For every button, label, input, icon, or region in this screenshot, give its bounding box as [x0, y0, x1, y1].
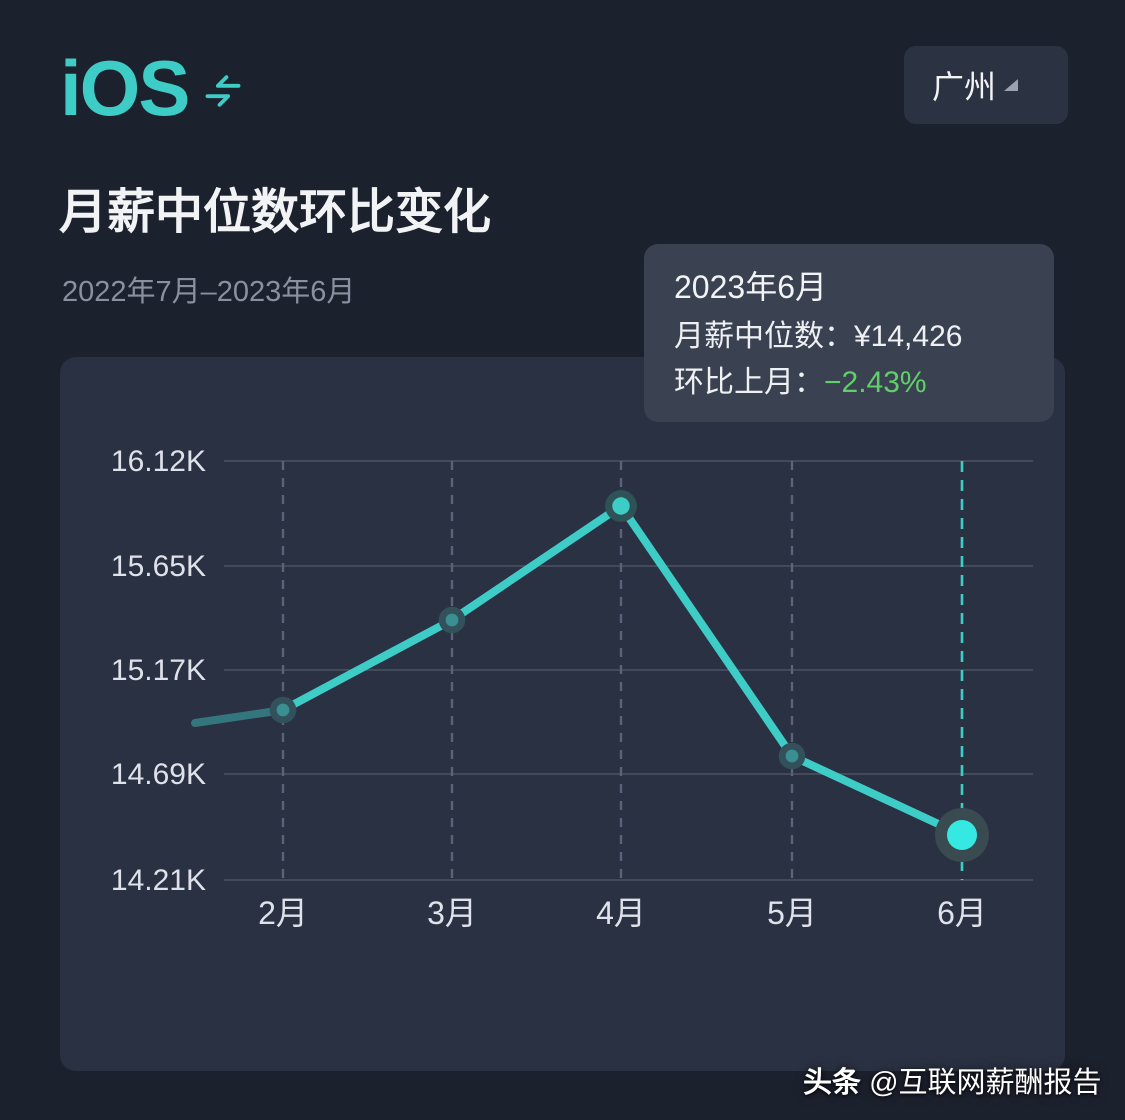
- svg-text:16.12K: 16.12K: [111, 445, 206, 478]
- svg-text:5月: 5月: [767, 895, 817, 931]
- svg-text:15.65K: 15.65K: [111, 550, 206, 583]
- svg-text:14.69K: 14.69K: [111, 758, 206, 791]
- svg-text:14.21K: 14.21K: [111, 864, 206, 897]
- svg-text:2月: 2月: [258, 895, 308, 931]
- svg-text:3月: 3月: [427, 895, 477, 931]
- svg-text:6月: 6月: [937, 895, 987, 931]
- svg-text:15.17K: 15.17K: [111, 654, 206, 687]
- svg-text:4月: 4月: [596, 895, 646, 931]
